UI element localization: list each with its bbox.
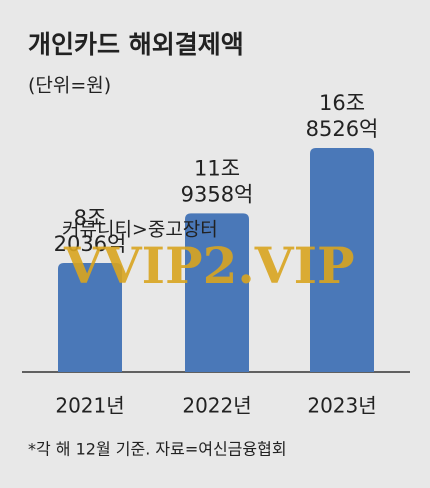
watermark-site: 커뮤니티>중고장터 [62,219,218,241]
bar [58,262,122,372]
watermark-brand: VVIP2.VIP [63,236,355,295]
value-label: 9358억 [181,182,254,206]
value-label: 8526억 [306,117,379,141]
bar [185,213,249,372]
x-tick-label: 2023년 [307,394,376,418]
chart-subtitle: (단위=원) [28,75,111,97]
bar [310,148,374,372]
value-label: 2036억 [54,232,127,256]
x-tick-label: 2022년 [182,394,251,418]
x-tick-label: 2021년 [55,394,124,418]
value-label: 11조 [194,156,240,180]
footnote: *각 해 12월 기준. 자료=여신금융협회 [28,440,287,459]
chart-title: 개인카드 해외결제액 [28,30,244,59]
value-label: 8조 [74,206,107,230]
value-label: 16조 [319,91,365,115]
